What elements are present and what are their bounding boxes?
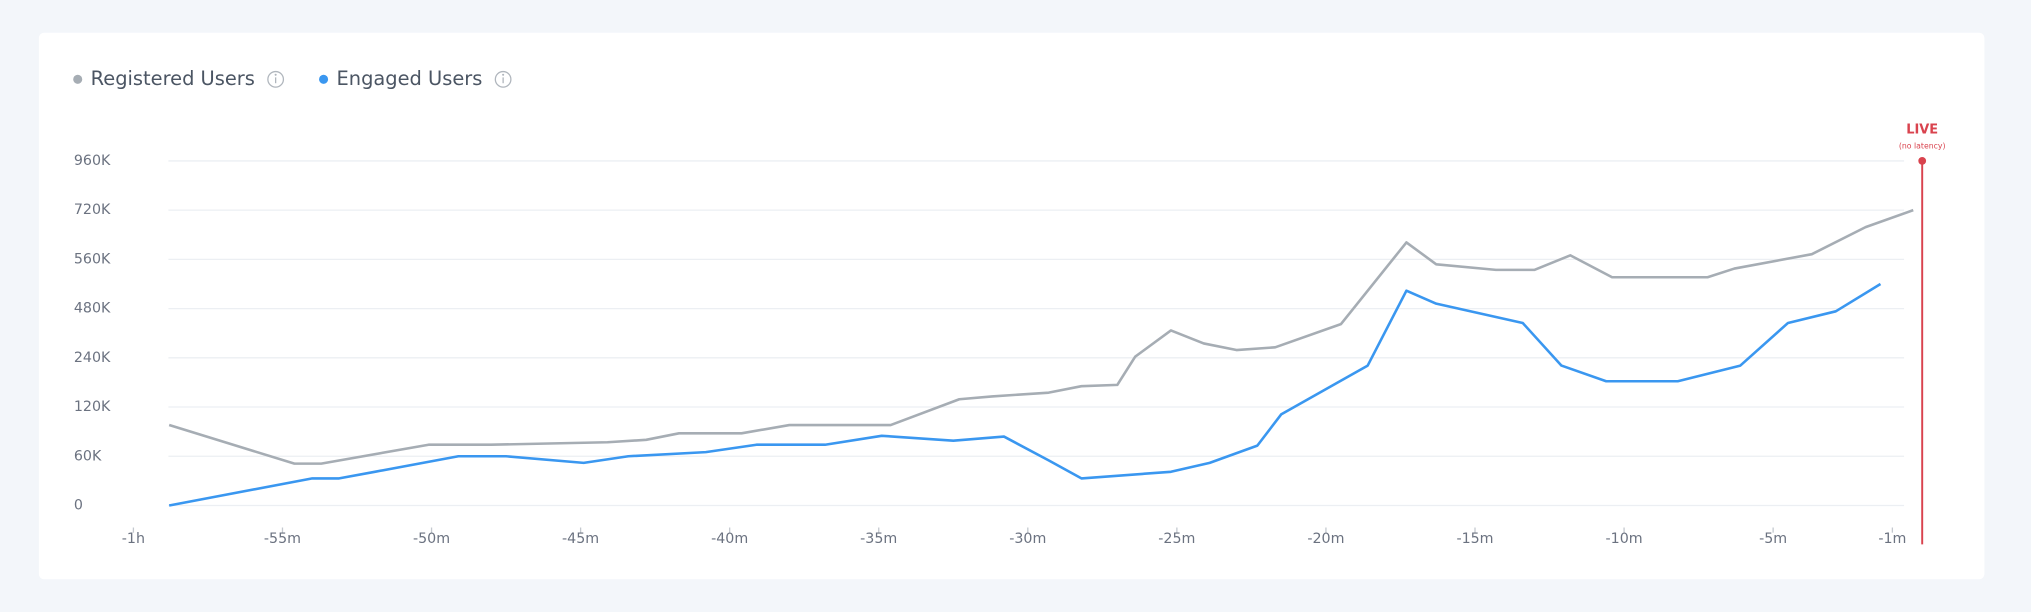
series-line bbox=[168, 208, 1914, 465]
legend-dot bbox=[73, 74, 83, 84]
card bbox=[38, 32, 1985, 580]
legend: Registered Users Engaged Users bbox=[73, 67, 512, 90]
y-tick-label: 0 bbox=[74, 497, 83, 513]
live-sublabel: (no latency) bbox=[1899, 142, 1946, 151]
x-tick-label: -50m bbox=[413, 531, 450, 547]
series-line bbox=[168, 282, 1882, 507]
y-tick-label: 960K bbox=[74, 153, 111, 169]
x-tick-label: -1m bbox=[1878, 531, 1906, 547]
x-tick-label: -15m bbox=[1456, 531, 1493, 547]
y-tick-label: 120K bbox=[74, 399, 111, 415]
y-tick-label: 560K bbox=[74, 251, 111, 267]
y-tick-label: 240K bbox=[74, 350, 111, 366]
info-icon-dot bbox=[274, 73, 277, 76]
y-tick-label: 720K bbox=[74, 202, 111, 218]
legend-dot bbox=[319, 74, 329, 84]
x-tick-label: -35m bbox=[860, 531, 897, 547]
info-icon bbox=[494, 70, 512, 88]
y-tick-label: 60K bbox=[74, 448, 102, 464]
live-label: LIVE bbox=[1906, 122, 1938, 137]
y-tick-label: 480K bbox=[74, 301, 111, 317]
x-tick-label: -20m bbox=[1307, 531, 1344, 547]
info-icon-dot bbox=[502, 73, 505, 76]
legend-label: Engaged Users bbox=[337, 67, 483, 90]
x-tick-label: -45m bbox=[562, 531, 599, 547]
x-tick-label: -30m bbox=[1009, 531, 1046, 547]
x-tick-label: -40m bbox=[711, 531, 748, 547]
x-tick-label: -1h bbox=[122, 531, 145, 547]
live-dot bbox=[1918, 157, 1927, 165]
x-tick-label: -5m bbox=[1759, 531, 1787, 547]
info-icon bbox=[267, 70, 285, 88]
x-tick-label: -55m bbox=[264, 531, 301, 547]
legend-label: Registered Users bbox=[91, 67, 255, 90]
x-tick-label: -10m bbox=[1606, 531, 1643, 547]
x-tick-label: -25m bbox=[1158, 531, 1195, 547]
